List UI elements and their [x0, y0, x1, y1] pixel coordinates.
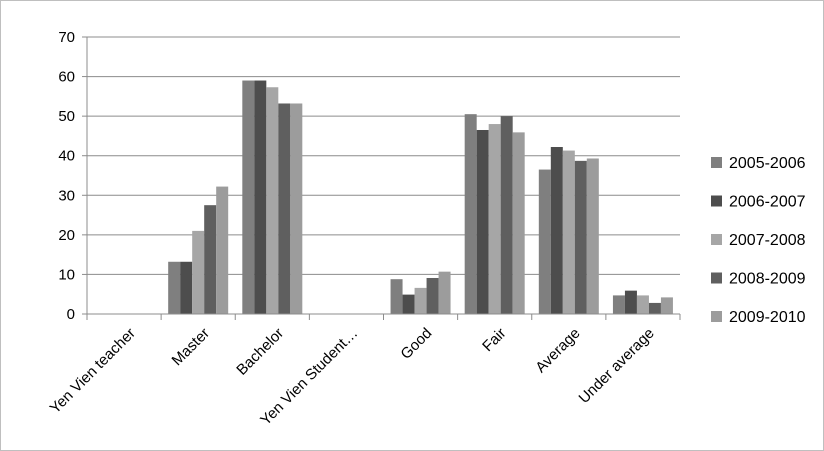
legend-label: 2007-2008	[729, 232, 806, 249]
bar	[612, 295, 625, 314]
bar	[278, 103, 291, 314]
bar	[624, 290, 637, 314]
y-tick-label: 40	[58, 148, 75, 165]
y-tick-label: 0	[67, 306, 75, 323]
legend-swatch	[711, 195, 722, 207]
legend-swatch	[711, 272, 722, 284]
bar	[648, 302, 661, 314]
x-tick-label: Under average	[576, 325, 658, 407]
bar	[402, 294, 415, 314]
bar	[180, 261, 193, 314]
legend-label: 2008-2009	[729, 271, 806, 288]
x-tick-label: Master	[169, 325, 213, 369]
bar	[254, 80, 267, 315]
bar	[242, 80, 255, 315]
bar	[586, 158, 599, 314]
bar	[438, 271, 451, 314]
x-tick-label: Average	[532, 325, 583, 376]
bar	[574, 160, 587, 314]
bar	[464, 114, 477, 315]
bar	[562, 150, 575, 314]
y-tick-label: 10	[58, 266, 75, 283]
x-tick-label: Good	[397, 325, 435, 363]
legend-swatch	[711, 234, 722, 245]
bar	[204, 205, 217, 314]
x-tick-label: Fair	[479, 325, 509, 355]
bar	[660, 297, 673, 314]
bar	[216, 186, 229, 314]
legend-label: 2005-2006	[729, 155, 806, 172]
bar	[538, 169, 551, 314]
x-tick-label: Bachelor	[233, 325, 287, 379]
legend: 2005-2006 2006-2007 2007-2008 2008-2009 2009…	[711, 155, 806, 326]
bar	[290, 103, 303, 314]
bar	[512, 132, 525, 314]
y-axis-ticks: 0 10 20 30 40 50 60 70	[58, 29, 87, 323]
legend-swatch	[711, 311, 722, 322]
bar	[550, 147, 563, 314]
bar	[168, 261, 181, 314]
x-tick-label: Yen Vien teacher	[47, 325, 139, 417]
bar	[488, 124, 501, 314]
bar	[390, 279, 403, 314]
bar	[476, 129, 489, 314]
legend-label: 2006-2007	[729, 194, 806, 211]
y-tick-label: 30	[58, 187, 75, 204]
y-tick-label: 50	[58, 108, 75, 125]
y-tick-label: 60	[58, 69, 75, 86]
y-tick-label: 20	[58, 227, 75, 244]
bar	[426, 277, 439, 314]
bar	[266, 87, 279, 315]
bars	[168, 80, 673, 315]
bar	[636, 295, 649, 314]
y-tick-label: 70	[58, 29, 75, 46]
bar	[414, 287, 427, 314]
legend-swatch	[711, 157, 722, 168]
legend-label: 2009-2010	[729, 309, 806, 326]
bar	[192, 230, 205, 314]
bar	[500, 116, 513, 315]
